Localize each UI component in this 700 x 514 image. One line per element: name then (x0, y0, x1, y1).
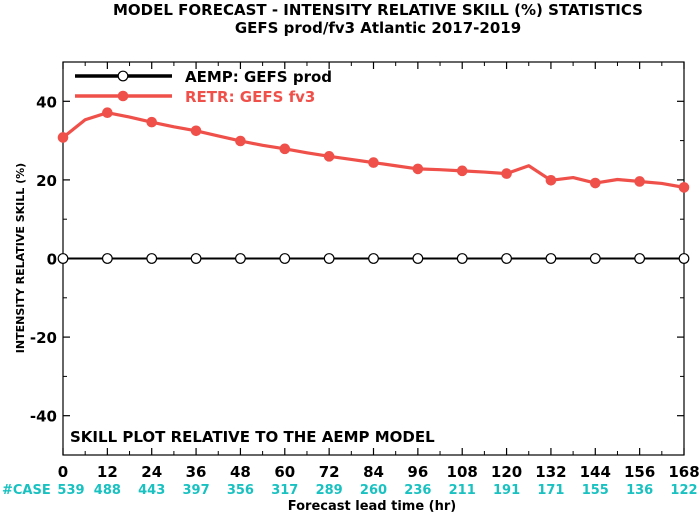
case-count: 191 (493, 483, 520, 498)
case-count: 136 (626, 483, 653, 498)
x-tick-label: 156 (624, 463, 655, 481)
series-layer (57, 107, 690, 264)
legend-marker-aemp (117, 70, 129, 82)
data-point-aemp (589, 253, 601, 264)
x-tick-label: 108 (447, 463, 478, 481)
y-tick-label: -40 (30, 408, 57, 426)
case-count: 260 (360, 483, 387, 498)
x-tick-label: 120 (491, 463, 522, 481)
legend-label-retr: RETR: GEFS fv3 (185, 88, 315, 106)
data-point-aemp (545, 253, 557, 264)
data-point-retr (545, 174, 557, 186)
data-point-retr (501, 168, 512, 179)
data-point-retr (589, 177, 601, 189)
x-tick-label: 84 (363, 463, 384, 481)
data-point-retr (678, 182, 690, 193)
legend-marker-retr (117, 90, 129, 102)
data-point-aemp (101, 253, 113, 264)
case-count: 539 (57, 483, 84, 498)
case-label: #CASE (2, 483, 51, 498)
case-count: 443 (138, 483, 165, 498)
case-count: 211 (449, 483, 476, 498)
case-counts: 539 488 443 397 356 317 289 260 236 211 191 171 155 1… (57, 483, 697, 498)
x-tick-label: 72 (319, 463, 340, 481)
y-tick-label: 0 (47, 251, 57, 269)
data-point-aemp (146, 253, 158, 264)
case-count: 289 (316, 483, 343, 498)
x-tick-label: 24 (141, 463, 162, 481)
data-point-aemp (456, 253, 468, 264)
x-tick-label: 168 (668, 463, 699, 481)
data-point-retr (368, 157, 379, 168)
x-tick-label: 12 (97, 463, 118, 481)
x-tick-label: 144 (580, 463, 611, 481)
data-point-aemp (235, 253, 246, 264)
data-point-retr (102, 107, 113, 118)
x-tick-label: 132 (535, 463, 566, 481)
data-point-retr (279, 143, 291, 155)
skill-annotation: SKILL PLOT RELATIVE TO THE AEMP MODEL (70, 428, 435, 446)
x-tick-label: 0 (58, 463, 68, 481)
x-axis-ticks: 0 12 24 36 48 60 72 84 96 108 120 132 144 156 168 (58, 62, 700, 481)
data-point-aemp (412, 253, 424, 264)
case-count: 155 (582, 483, 609, 498)
case-count: 171 (537, 483, 564, 498)
case-count: 356 (227, 483, 254, 498)
case-count: 397 (183, 483, 210, 498)
x-tick-label: 60 (274, 463, 295, 481)
data-point-retr (235, 135, 246, 147)
data-point-aemp (501, 253, 512, 264)
data-point-aemp (678, 253, 690, 264)
data-point-retr (323, 151, 335, 162)
x-tick-label: 96 (407, 463, 428, 481)
chart-title-line1: MODEL FORECAST - INTENSITY RELATIVE SKIL… (113, 1, 643, 19)
y-axis-label: INTENSITY RELATIVE SKILL (%) (14, 163, 27, 353)
data-point-retr (412, 163, 424, 175)
data-point-retr (190, 125, 202, 137)
y-axis-ticks: -40 -20 0 20 40 (30, 61, 684, 456)
data-point-retr (146, 116, 158, 128)
chart-title-line2: GEFS prod/fv3 Atlantic 2017-2019 (235, 19, 521, 37)
x-tick-label: 36 (186, 463, 207, 481)
x-tick-label: 48 (230, 463, 251, 481)
data-point-retr (57, 132, 69, 143)
x-axis-label: Forecast lead time (hr) (288, 499, 456, 514)
data-point-aemp (279, 253, 291, 264)
y-tick-label: -20 (30, 329, 57, 347)
legend: AEMP: GEFS prod RETR: GEFS fv3 (75, 68, 332, 106)
legend-label-aemp: AEMP: GEFS prod (185, 68, 332, 86)
data-point-aemp (57, 253, 69, 264)
data-point-retr (456, 165, 468, 177)
data-point-aemp (323, 253, 335, 264)
data-point-aemp (634, 253, 646, 264)
data-point-aemp (190, 253, 202, 264)
case-count: 488 (94, 483, 121, 498)
y-tick-label: 20 (36, 172, 57, 190)
data-point-aemp (368, 253, 379, 264)
y-tick-label: 40 (36, 93, 57, 111)
case-count: 122 (670, 483, 697, 498)
case-count: 236 (404, 483, 431, 498)
data-point-retr (634, 176, 645, 187)
case-count: 317 (271, 483, 298, 498)
